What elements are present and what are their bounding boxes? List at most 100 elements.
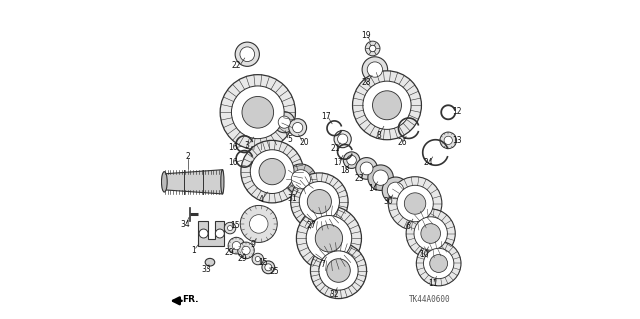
Text: 26: 26 [397,138,407,147]
Circle shape [367,62,383,77]
Circle shape [259,159,285,185]
Text: 32: 32 [330,290,339,299]
Circle shape [232,241,241,250]
Circle shape [241,140,303,203]
Text: 13: 13 [452,137,462,145]
Circle shape [300,182,339,222]
Circle shape [347,155,356,165]
Circle shape [360,162,373,175]
Circle shape [429,255,447,272]
Circle shape [216,229,224,238]
Circle shape [343,152,360,168]
Circle shape [356,158,378,179]
Circle shape [307,189,332,214]
Polygon shape [164,170,223,194]
Text: FR.: FR. [182,295,198,304]
Circle shape [199,229,208,238]
Circle shape [362,57,388,82]
Circle shape [363,81,411,130]
Text: 6: 6 [406,222,410,231]
Circle shape [417,241,461,286]
Text: 15: 15 [230,221,240,230]
Text: 8: 8 [376,131,381,140]
Text: 22: 22 [232,61,241,70]
Text: TK44A0600: TK44A0600 [409,295,451,304]
Circle shape [440,132,456,149]
Circle shape [291,170,310,189]
Text: 9: 9 [251,240,255,249]
Circle shape [228,237,244,254]
Circle shape [235,42,259,66]
Circle shape [292,122,303,133]
Ellipse shape [221,170,224,194]
Circle shape [250,215,268,233]
Circle shape [242,96,274,128]
Circle shape [397,185,433,222]
Text: 30: 30 [383,197,393,206]
Circle shape [326,259,350,282]
Circle shape [240,205,277,242]
Text: 12: 12 [452,107,462,116]
Circle shape [289,119,307,137]
Circle shape [334,130,351,148]
Text: 23: 23 [354,174,364,183]
Circle shape [337,134,348,144]
Circle shape [387,182,404,199]
Text: 7: 7 [320,260,325,269]
Text: 27: 27 [307,221,316,230]
Circle shape [220,75,296,150]
Circle shape [404,193,426,214]
Text: 16: 16 [228,158,238,167]
Text: 31: 31 [288,194,298,203]
Ellipse shape [205,258,215,266]
Circle shape [237,242,254,259]
Circle shape [265,264,272,271]
Circle shape [421,224,440,243]
Circle shape [424,248,454,279]
Circle shape [414,217,447,250]
Text: 21: 21 [331,144,340,153]
Text: 11: 11 [428,279,438,288]
Circle shape [242,246,250,255]
Circle shape [382,177,409,204]
Circle shape [262,261,275,274]
Text: 24: 24 [424,158,433,167]
Text: 4: 4 [259,195,264,204]
Circle shape [444,136,452,145]
Circle shape [319,251,358,290]
Polygon shape [198,221,224,246]
Text: 17: 17 [321,112,331,121]
Circle shape [306,216,352,261]
Circle shape [278,116,291,128]
Circle shape [252,253,264,265]
Text: 15: 15 [259,258,268,267]
Circle shape [240,47,255,62]
Circle shape [368,165,394,190]
Circle shape [316,225,342,252]
Text: 20: 20 [300,138,309,147]
Text: 14: 14 [368,184,378,193]
Text: 1: 1 [191,246,196,255]
Circle shape [406,209,455,258]
Text: 3: 3 [245,141,250,150]
Circle shape [365,41,380,56]
Circle shape [353,71,422,140]
Text: 29: 29 [238,254,248,263]
Circle shape [224,222,236,234]
Text: 19: 19 [361,31,371,40]
Circle shape [369,45,376,52]
Circle shape [274,112,295,133]
Text: 29: 29 [225,248,234,256]
Text: 25: 25 [269,267,279,276]
Text: 17: 17 [333,158,342,167]
Circle shape [232,86,284,139]
Text: 16: 16 [228,143,238,152]
Text: 10: 10 [419,250,429,259]
Text: 28: 28 [362,78,371,87]
Text: 18: 18 [340,166,349,175]
Circle shape [291,173,348,230]
Text: 34: 34 [180,220,190,229]
Circle shape [227,226,232,231]
Circle shape [255,256,260,262]
Ellipse shape [161,172,167,192]
